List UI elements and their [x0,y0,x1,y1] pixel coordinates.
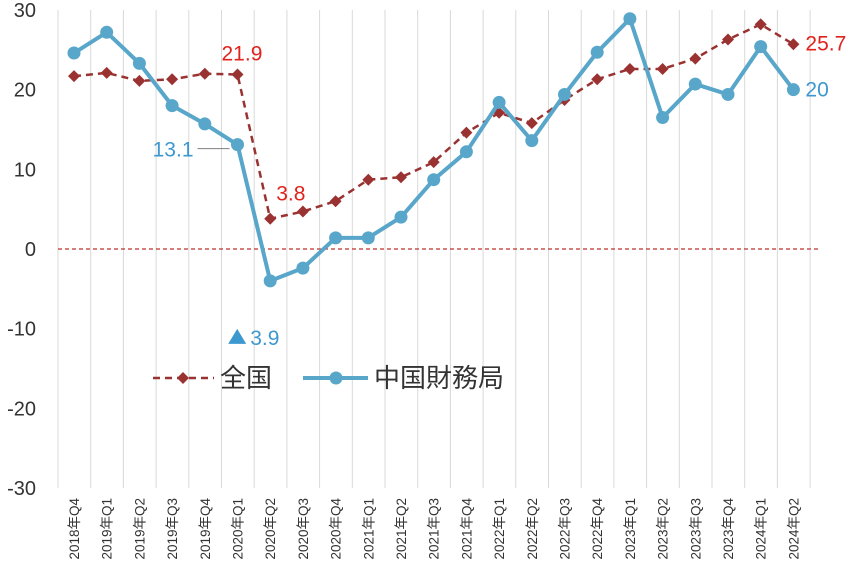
data-point [525,134,539,148]
data-point [100,25,114,39]
data-point [264,212,277,225]
legend-marker [329,371,343,385]
series-national [68,18,800,225]
y-tick-label: 30 [14,0,36,22]
data-point [361,231,375,245]
legend-item-national: 全国 [153,364,272,394]
y-axis: -30 -20 -10 0 10 20 30 [7,0,36,500]
x-tick-label: 2024年Q2 [786,498,801,560]
x-tick-label: 2019年Q4 [198,498,213,560]
data-point [67,46,81,60]
series-chugoku [67,12,800,288]
data-point [166,73,179,86]
x-tick-label: 2020年Q3 [296,498,311,560]
x-tick-label: 2023年Q3 [688,498,703,560]
data-point [721,87,735,101]
data-point [132,56,146,70]
legend-label: 全国 [220,364,272,394]
data-point [460,126,473,139]
data-point [591,73,604,86]
annotation-label: 13.1 [153,139,194,162]
data-point [329,231,343,245]
data-point [786,83,800,97]
data-point [558,87,571,101]
x-tick-label: 2020年Q4 [329,498,344,560]
data-point [492,95,506,109]
x-tick-label: 2019年Q1 [100,498,115,560]
series-layer [67,12,800,288]
annotations: 21.9 3.8 25.7 13.1 3.9 20 [153,32,847,350]
data-point [525,117,538,130]
y-tick-label: -20 [7,398,36,420]
x-tick-label: 2022年Q4 [590,498,605,560]
data-point [198,117,212,131]
y-tick-label: -10 [7,319,36,341]
x-tick-label: 2022年Q1 [492,498,507,560]
data-point [231,68,244,81]
data-point [656,62,669,75]
data-point [689,52,702,65]
data-point [231,138,244,152]
annotation-label: 3.8 [276,183,305,206]
data-point [100,66,113,79]
data-point [590,45,604,59]
data-point [394,210,408,224]
data-point [329,195,342,208]
x-tick-label: 2020年Q2 [263,498,278,560]
y-tick-label: 10 [14,159,36,181]
annotation-label: 21.9 [222,43,263,66]
x-tick-label: 2024年Q1 [754,498,769,560]
annotation-label: 3.9 [250,327,279,350]
data-point [688,77,702,91]
data-point [362,173,375,186]
annotation-label: 25.7 [805,32,846,55]
data-point [656,111,670,125]
triangle-icon [228,328,247,344]
x-tick-label: 2021年Q2 [394,498,409,560]
x-tick-label: 2021年Q4 [459,498,474,560]
data-point [263,274,277,288]
grid [57,10,818,488]
data-point [68,70,80,83]
x-tick-label: 2019年Q3 [165,498,180,560]
data-point [754,40,768,54]
data-point [165,99,179,113]
legend: 全国 中国財務局 [153,364,504,394]
y-tick-label: 0 [25,239,36,261]
legend-label: 中国財務局 [374,364,504,394]
x-tick-label: 2022年Q2 [525,498,540,560]
y-tick-label: -30 [7,478,36,500]
data-point [722,33,734,46]
data-point [177,372,189,384]
annotation-label: 20 [805,79,828,102]
data-point [623,12,637,26]
x-tick-label: 2023年Q4 [721,498,736,560]
data-point [427,156,440,169]
x-tick-label: 2021年Q1 [361,498,376,560]
data-point [754,18,767,31]
x-tick-label: 2019年Q2 [132,498,147,560]
x-axis: 2018年Q4 2019年Q1 2019年Q2 2019年Q3 2019年Q4 2020年… [67,498,801,560]
x-tick-label: 2023年Q2 [656,498,671,560]
data-point [296,205,309,218]
data-point [133,74,146,87]
x-tick-label: 2022年Q3 [558,498,573,560]
data-point [395,171,407,184]
legend-item-chugoku: 中国財務局 [303,364,504,394]
data-point [296,261,310,275]
y-tick-label: 20 [14,80,36,102]
data-point [198,67,211,80]
x-tick-label: 2018年Q4 [67,498,82,560]
data-point [623,62,636,75]
data-point [459,145,473,159]
x-tick-label: 2023年Q1 [623,498,638,560]
data-point [427,173,441,187]
data-point [787,38,800,51]
x-tick-label: 2021年Q3 [427,498,442,560]
x-tick-label: 2020年Q1 [231,498,246,560]
series-line [73,22,795,221]
